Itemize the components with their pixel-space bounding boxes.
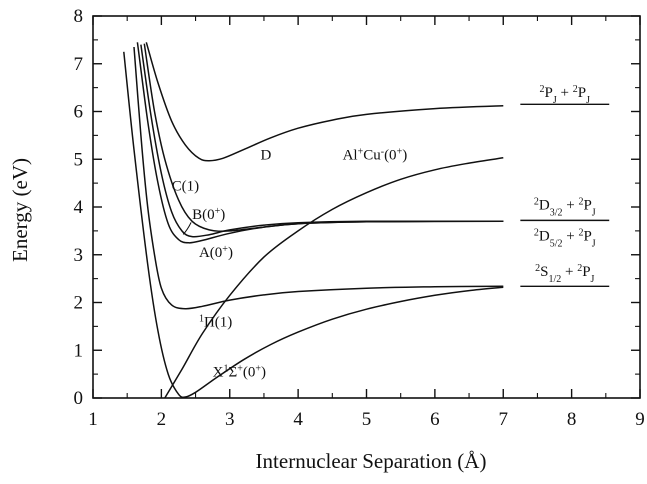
text-run: (0: [243, 365, 256, 381]
subscript: J: [591, 274, 595, 285]
text-run: +: [562, 197, 578, 213]
superscript: 2: [535, 263, 540, 274]
text-run: +: [561, 264, 577, 280]
x-axis-title: Internuclear Separation (Å): [256, 449, 487, 473]
superscript: +: [215, 205, 221, 216]
y-tick-label: 8: [74, 6, 84, 27]
text-run: ): [228, 245, 233, 261]
asymptote-label-2: 2​S1/2​ + 2​PJ​: [535, 263, 594, 285]
y-tick-label: 0: [74, 388, 84, 409]
curve-series-1: [133, 46, 504, 310]
subscript: J: [592, 207, 596, 218]
y-tick-label: 4: [74, 197, 84, 218]
x-tick-label: 2: [157, 409, 167, 430]
curves-layer: [123, 42, 504, 398]
subscript: 5/2: [550, 238, 563, 249]
y-tick-label: 1: [74, 340, 84, 361]
superscript: 2: [534, 196, 539, 207]
subscript: J: [592, 238, 596, 249]
curve-label-5: X1​Σ+​(0+​): [213, 363, 266, 381]
asymptote-label-upper-1: 2​D3/2​ + 2​PJ​: [534, 196, 596, 218]
y-tick-label: 6: [74, 102, 84, 123]
curve-label-6: Al+​Cu-​(0+​): [343, 146, 408, 164]
curve-label-4: 1​Π(1): [199, 313, 232, 331]
superscript: 2: [578, 227, 583, 238]
curve-label-layer: D C(1) B(0+​) A(0+​) 1​Π(1) X1​Σ+​(0+​) Al+​Cu…: [172, 146, 408, 381]
superscript: 1: [199, 313, 204, 324]
curve-series-0: [123, 51, 504, 398]
superscript: +: [255, 363, 261, 374]
curve-series-4: [143, 43, 504, 232]
superscript: +: [358, 146, 364, 157]
superscript: 2: [573, 84, 578, 95]
y-tick-label: 7: [74, 54, 84, 75]
text-run: A(0: [199, 245, 222, 261]
subscript: 3/2: [550, 207, 563, 218]
text-run: C(1): [172, 178, 200, 194]
superscript: 1: [224, 363, 229, 374]
text-run: D: [539, 228, 550, 244]
subscript: 1/2: [548, 274, 561, 285]
b-label-pointer: [182, 222, 192, 235]
x-tick-label: 7: [499, 409, 509, 430]
x-tick-label: 3: [225, 409, 235, 430]
text-run: S: [540, 264, 548, 280]
x-tick-label: 5: [362, 409, 372, 430]
text-run: D: [261, 147, 272, 163]
superscript: +: [237, 363, 243, 374]
text-run: +: [557, 85, 573, 101]
text-run: P: [578, 85, 586, 101]
text-run: +: [562, 228, 578, 244]
text-run: Cu: [363, 147, 381, 163]
curve-label-2: B(0+​): [192, 205, 225, 223]
text-run: ): [220, 207, 225, 223]
x-tick-label: 1: [88, 409, 98, 430]
x-tick-label: 4: [293, 409, 303, 430]
x-tick-label: 9: [635, 409, 645, 430]
asymptote-label-0: 2​PJ​ + 2​PJ​: [540, 84, 591, 106]
text-run: ): [402, 147, 407, 163]
superscript: 2: [534, 227, 539, 238]
text-run: P: [583, 228, 591, 244]
text-run: B(0: [192, 207, 215, 223]
axis-title-layer: Internuclear Separation (Å) Energy (eV): [8, 158, 486, 473]
superscript: +: [222, 244, 228, 255]
subscript: J: [553, 95, 557, 106]
text-run: P: [583, 197, 591, 213]
y-tick-label: 2: [74, 293, 84, 314]
text-run: D: [539, 197, 550, 213]
superscript: 2: [540, 84, 545, 95]
x-tick-label: 6: [430, 409, 440, 430]
curve-label-0: D: [261, 147, 272, 163]
text-run: P: [582, 264, 590, 280]
text-run: ): [261, 365, 266, 381]
text-run: P: [545, 85, 553, 101]
curve-series-6: [164, 157, 504, 398]
superscript: +: [397, 146, 403, 157]
x-tick-label: 8: [567, 409, 577, 430]
subscript: J: [586, 95, 590, 106]
curve-label-1: C(1): [172, 178, 200, 194]
asymptote-layer: 2​PJ​ + 2​PJ​ 2​D3/2​ + 2​PJ​ 2​D5/2​ + 2​…: [520, 84, 610, 287]
superscript: 2: [578, 196, 583, 207]
text-run: Σ: [229, 365, 238, 381]
y-axis-title: Energy (eV): [8, 158, 32, 262]
superscript: -: [381, 146, 384, 157]
y-tick-label: 3: [74, 245, 84, 266]
curve-series-5: [145, 42, 504, 162]
asymptote-label-lower-1: 2​D5/2​ + 2​PJ​: [534, 227, 596, 249]
text-run: Al: [343, 147, 358, 163]
superscript: 2: [577, 263, 582, 274]
text-run: Π(1): [204, 314, 232, 330]
y-tick-label: 5: [74, 149, 84, 170]
curve-label-3: A(0+​): [199, 244, 233, 262]
text-run: X: [213, 365, 224, 381]
text-run: (0: [384, 147, 397, 163]
